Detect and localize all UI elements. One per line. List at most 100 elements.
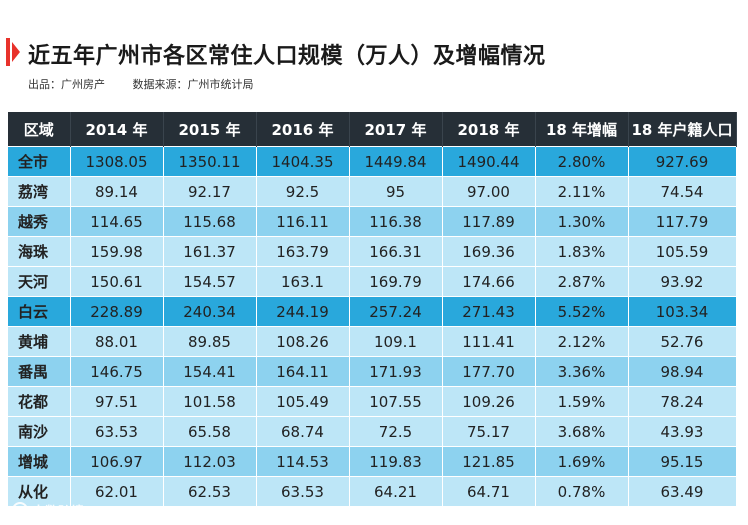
value-cell: 43.93	[628, 416, 737, 447]
watermark-text: 大数跨境	[32, 505, 85, 520]
region-cell: 全市	[8, 146, 71, 177]
value-cell: 114.65	[70, 206, 164, 237]
value-cell: 257.24	[349, 296, 443, 327]
value-cell: 174.66	[442, 266, 536, 297]
value-cell: 62.01	[70, 476, 164, 506]
column-header: 区域	[8, 112, 71, 147]
value-cell: 1404.35	[256, 146, 350, 177]
value-cell: 2.80%	[535, 146, 629, 177]
value-cell: 119.83	[349, 446, 443, 477]
publisher-text: 出品：广州房产	[28, 78, 105, 91]
value-cell: 62.53	[163, 476, 257, 506]
value-cell: 154.57	[163, 266, 257, 297]
table-row: 增城 106.97 112.03 114.53 119.83 121.85 1.69% 95.…	[8, 446, 737, 477]
value-cell: 3.36%	[535, 356, 629, 387]
value-cell: 95.15	[628, 446, 737, 477]
value-cell: 72.5	[349, 416, 443, 447]
value-cell: 78.24	[628, 386, 737, 417]
value-cell: 105.59	[628, 236, 737, 267]
region-cell: 番禺	[8, 356, 71, 387]
value-cell: 107.55	[349, 386, 443, 417]
value-cell: 1.83%	[535, 236, 629, 267]
value-cell: 116.38	[349, 206, 443, 237]
value-cell: 244.19	[256, 296, 350, 327]
value-cell: 103.34	[628, 296, 737, 327]
table-row: 花都 97.51 101.58 105.49 107.55 109.26 1.59% 78.2…	[8, 386, 737, 417]
table-body: 全市 1308.05 1350.11 1404.35 1449.84 1490.44 2.8…	[8, 146, 737, 506]
region-cell: 海珠	[8, 236, 71, 267]
value-cell: 154.41	[163, 356, 257, 387]
value-cell: 115.68	[163, 206, 257, 237]
table-row: 荔湾 89.14 92.17 92.5 95 97.00 2.11% 74.54	[8, 176, 737, 207]
value-cell: 163.1	[256, 266, 350, 297]
region-cell: 增城	[8, 446, 71, 477]
value-cell: 166.31	[349, 236, 443, 267]
value-cell: 109.26	[442, 386, 536, 417]
population-table: 区域 2014 年 2015 年 2016 年 2017 年 2018 年 18 年增幅 18…	[8, 112, 737, 506]
value-cell: 2.87%	[535, 266, 629, 297]
value-cell: 106.97	[70, 446, 164, 477]
value-cell: 1308.05	[70, 146, 164, 177]
table-row: 从化 62.01 62.53 63.53 64.21 64.71 0.78% 63.49	[8, 476, 737, 506]
value-cell: 64.21	[349, 476, 443, 506]
page-title: 近五年广州市各区常住人口规模（万人）及增幅情况	[28, 44, 546, 69]
value-cell: 163.79	[256, 236, 350, 267]
column-header: 2017 年	[349, 112, 443, 147]
value-cell: 63.53	[70, 416, 164, 447]
column-header: 2018 年	[442, 112, 536, 147]
table-row: 黄埔 88.01 89.85 108.26 109.1 111.41 2.12% 52.76	[8, 326, 737, 357]
region-cell: 从化	[8, 476, 71, 506]
value-cell: 159.98	[70, 236, 164, 267]
table-row: 越秀 114.65 115.68 116.11 116.38 117.89 1.30% 117…	[8, 206, 737, 237]
value-cell: 1490.44	[442, 146, 536, 177]
value-cell: 1.30%	[535, 206, 629, 237]
value-cell: 164.11	[256, 356, 350, 387]
table-row: 番禺 146.75 154.41 164.11 171.93 177.70 3.36% 98.…	[8, 356, 737, 387]
region-cell: 黄埔	[8, 326, 71, 357]
value-cell: 171.93	[349, 356, 443, 387]
value-cell: 63.49	[628, 476, 737, 506]
value-cell: 92.17	[163, 176, 257, 207]
value-cell: 112.03	[163, 446, 257, 477]
value-cell: 75.17	[442, 416, 536, 447]
value-cell: 95	[349, 176, 443, 207]
region-cell: 南沙	[8, 416, 71, 447]
column-header: 18 年增幅	[535, 112, 629, 147]
value-cell: 74.54	[628, 176, 737, 207]
meta-line: 出品：广州房产 数据来源：广州市统计局	[28, 76, 278, 92]
value-cell: 927.69	[628, 146, 737, 177]
value-cell: 146.75	[70, 356, 164, 387]
value-cell: 98.94	[628, 356, 737, 387]
value-cell: 63.53	[256, 476, 350, 506]
value-cell: 2.12%	[535, 326, 629, 357]
value-cell: 240.34	[163, 296, 257, 327]
value-cell: 116.11	[256, 206, 350, 237]
value-cell: 1.69%	[535, 446, 629, 477]
watermark-logo-icon	[12, 502, 28, 518]
column-header: 2014 年	[70, 112, 164, 147]
value-cell: 169.36	[442, 236, 536, 267]
value-cell: 89.14	[70, 176, 164, 207]
title-accent-icon	[6, 38, 20, 66]
value-cell: 89.85	[163, 326, 257, 357]
value-cell: 105.49	[256, 386, 350, 417]
value-cell: 1449.84	[349, 146, 443, 177]
value-cell: 121.85	[442, 446, 536, 477]
value-cell: 108.26	[256, 326, 350, 357]
region-cell: 花都	[8, 386, 71, 417]
region-cell: 白云	[8, 296, 71, 327]
value-cell: 0.78%	[535, 476, 629, 506]
value-cell: 109.1	[349, 326, 443, 357]
region-cell: 天河	[8, 266, 71, 297]
value-cell: 161.37	[163, 236, 257, 267]
value-cell: 177.70	[442, 356, 536, 387]
column-header: 18 年户籍人口	[628, 112, 737, 147]
column-header: 2015 年	[163, 112, 257, 147]
watermark: 大数跨境	[12, 501, 84, 520]
column-header: 2016 年	[256, 112, 350, 147]
value-cell: 5.52%	[535, 296, 629, 327]
value-cell: 117.79	[628, 206, 737, 237]
value-cell: 92.5	[256, 176, 350, 207]
value-cell: 271.43	[442, 296, 536, 327]
region-cell: 荔湾	[8, 176, 71, 207]
